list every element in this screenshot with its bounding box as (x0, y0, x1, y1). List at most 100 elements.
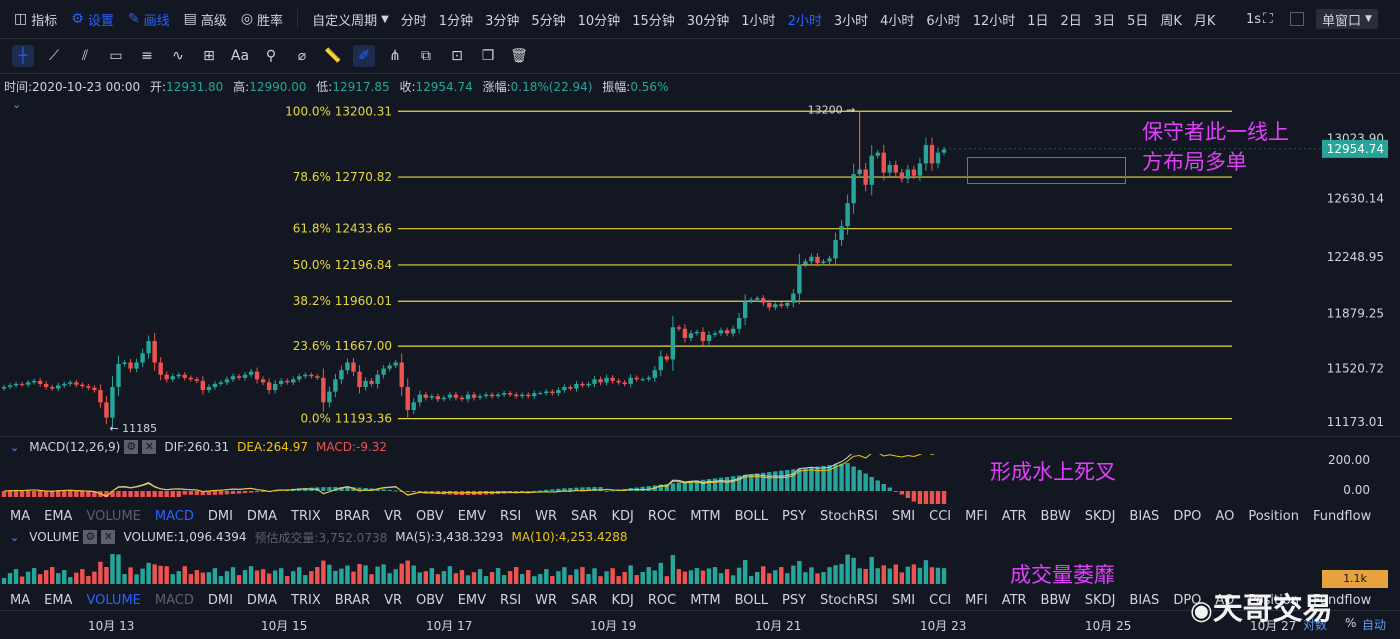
indicator-tab[interactable]: PSY (781, 592, 807, 608)
period-tab[interactable]: 6小时 (926, 13, 961, 29)
indicator-tab[interactable]: SMI (891, 592, 916, 608)
trash-icon[interactable]: 🗑 (510, 48, 528, 64)
indicator-tab[interactable]: BRAR (334, 592, 371, 608)
macd-chart[interactable]: 200.00 0.00 (0, 454, 1400, 504)
indicator-tab[interactable]: KDJ (611, 592, 634, 608)
toolbar-target-button[interactable]: ◎ 胜率 (241, 10, 283, 29)
indicator-tab[interactable]: BIAS (1129, 508, 1160, 524)
indicator-tab[interactable]: DMI (207, 508, 233, 524)
collapse-chevron-icon[interactable]: ⌄ (10, 440, 20, 454)
clone-icon[interactable]: ❐ (481, 48, 495, 64)
indicator-tab[interactable]: SKDJ (1084, 592, 1116, 608)
indicator-tab[interactable]: DPO (1173, 508, 1202, 524)
crosshair-icon[interactable]: ┼ (12, 45, 34, 67)
auto-scale-toggle[interactable]: 自动 (1362, 618, 1387, 632)
price-chart[interactable]: 100.0% 13200.31 78.6% 12770.82 61.8% 12433… (0, 96, 1400, 436)
maximize-icon[interactable] (1290, 12, 1304, 26)
indicator-tab[interactable]: CCI (929, 508, 952, 524)
indicator-tab[interactable]: DMA (246, 592, 278, 608)
indicator-tab[interactable]: ATR (1001, 592, 1027, 608)
indicator-tab[interactable]: SAR (571, 508, 598, 524)
indicator-tab[interactable]: MA (10, 592, 31, 608)
indicator-tab[interactable]: OBV (416, 592, 444, 608)
period-tab[interactable]: 3日 (1093, 13, 1116, 29)
custom-period-dropdown[interactable]: 自定义周期 ▼ (312, 13, 389, 29)
period-tab[interactable]: 分时 (400, 13, 427, 29)
period-tab[interactable]: 2日 (1060, 13, 1082, 29)
indicator-tab[interactable]: MACD (154, 508, 194, 524)
volume-close-icon[interactable]: ✕ (101, 530, 116, 544)
indicator-tab[interactable]: EMV (457, 592, 487, 608)
indicator-tab[interactable]: RSI (500, 508, 522, 524)
indicator-tab[interactable]: RSI (500, 592, 522, 608)
indicator-tab[interactable]: StochRSI (820, 592, 878, 608)
period-tab[interactable]: 5分钟 (531, 13, 566, 29)
period-tab[interactable]: 10分钟 (577, 13, 621, 29)
indicator-tab[interactable]: ATR (1001, 508, 1027, 524)
period-tab[interactable]: 月K (1193, 13, 1216, 29)
period-tab[interactable]: 1小时 (741, 13, 776, 29)
period-tab[interactable]: 15分钟 (632, 13, 675, 29)
indicator-tab[interactable]: SAR (571, 592, 598, 608)
collapse-chevron-icon[interactable]: ⌄ (10, 530, 20, 544)
period-tab[interactable]: 2小时 (787, 13, 822, 29)
indicator-tab[interactable]: DMI (207, 592, 233, 608)
text-icon[interactable]: Aa (230, 48, 250, 64)
indicator-tab[interactable]: VOLUME (86, 508, 141, 524)
toolbar-chart-button[interactable]: ◫ 指标 (14, 10, 57, 29)
indicator-tab[interactable]: MFI (965, 508, 988, 524)
indicator-tab[interactable]: BBW (1040, 592, 1071, 608)
indicator-tab[interactable]: VR (384, 508, 403, 524)
fullscreen-icon[interactable]: ⛶ (1263, 11, 1273, 27)
indicator-tab[interactable]: SMI (891, 508, 916, 524)
refresh-interval[interactable]: 1s (1246, 11, 1262, 27)
indicator-tab[interactable]: AO (1215, 508, 1235, 524)
indicator-tab[interactable]: DPO (1173, 592, 1202, 608)
indicator-tab[interactable]: Fundflow (1312, 508, 1372, 524)
indicator-tab[interactable]: EMV (457, 508, 487, 524)
period-tab[interactable]: 12小时 (972, 13, 1016, 29)
period-tab[interactable]: 1日 (1027, 13, 1049, 29)
log-scale-toggle[interactable]: 对数 (1303, 618, 1328, 632)
indicator-tab[interactable]: MA (10, 508, 31, 524)
period-tab[interactable]: 30分钟 (686, 13, 730, 29)
lock-icon[interactable]: ⊡ (451, 48, 463, 64)
measure-icon[interactable]: ⊞ (203, 48, 215, 64)
fork-icon[interactable]: ⋔ (389, 48, 401, 64)
indicator-tab[interactable]: BRAR (334, 508, 371, 524)
copy-icon[interactable]: ⧉ (421, 48, 431, 64)
pencil-icon[interactable]: ✐ (353, 45, 375, 67)
eraser-shape-icon[interactable]: ⌀ (297, 48, 307, 64)
indicator-tab[interactable]: WR (535, 508, 558, 524)
macd-close-icon[interactable]: ✕ (142, 440, 157, 454)
period-tab[interactable]: 3分钟 (485, 13, 520, 29)
toolbar-layout-button[interactable]: ▤ 高级 (184, 10, 227, 29)
period-tab[interactable]: 1分钟 (438, 13, 474, 29)
wave-icon[interactable]: ∿ (172, 48, 184, 64)
parallel-icon[interactable]: ⫽ (81, 48, 89, 64)
volume-settings-icon[interactable]: ⚙ (83, 530, 98, 544)
rectangle-icon[interactable]: ▭ (109, 48, 123, 64)
trend-line-icon[interactable]: ⟋ (49, 48, 59, 64)
indicator-tab[interactable]: KDJ (611, 508, 634, 524)
toolbar-pen-button[interactable]: ✎ 画线 (128, 10, 170, 29)
indicator-tab[interactable]: StochRSI (820, 508, 878, 524)
pattern-icon[interactable]: ⚲ (265, 48, 277, 64)
indicator-tab[interactable]: Position (1248, 592, 1299, 608)
indicator-tab[interactable]: EMA (44, 592, 73, 608)
macd-settings-icon[interactable]: ⚙ (124, 440, 139, 454)
window-mode-select[interactable]: 单窗口 ▼ (1316, 9, 1378, 29)
period-tab[interactable]: 3小时 (833, 13, 869, 29)
period-tab[interactable]: 4小时 (880, 13, 915, 29)
indicator-tab[interactable]: WR (535, 592, 558, 608)
indicator-tab[interactable]: BOLL (734, 592, 768, 608)
indicator-tab[interactable]: OBV (416, 508, 444, 524)
indicator-tab[interactable]: MACD (154, 592, 194, 608)
period-tab[interactable]: 5日 (1127, 13, 1149, 29)
indicator-tab[interactable]: EMA (44, 508, 73, 524)
period-tab[interactable]: 周K (1160, 13, 1182, 29)
indicator-tab[interactable]: BOLL (734, 508, 768, 524)
indicator-tab[interactable]: MTM (690, 592, 721, 608)
indicator-tab[interactable]: Position (1248, 508, 1299, 524)
indicator-tab[interactable]: DMA (246, 508, 278, 524)
